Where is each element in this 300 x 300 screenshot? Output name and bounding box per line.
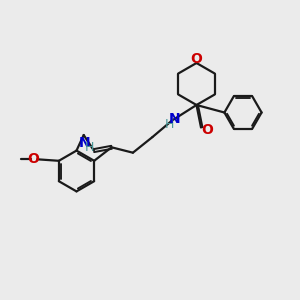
Text: H: H	[84, 141, 94, 154]
Text: N: N	[169, 112, 181, 126]
Text: O: O	[202, 123, 214, 137]
Text: O: O	[27, 152, 39, 166]
Text: O: O	[190, 52, 202, 66]
Text: H: H	[165, 118, 174, 131]
Text: N: N	[79, 136, 90, 150]
